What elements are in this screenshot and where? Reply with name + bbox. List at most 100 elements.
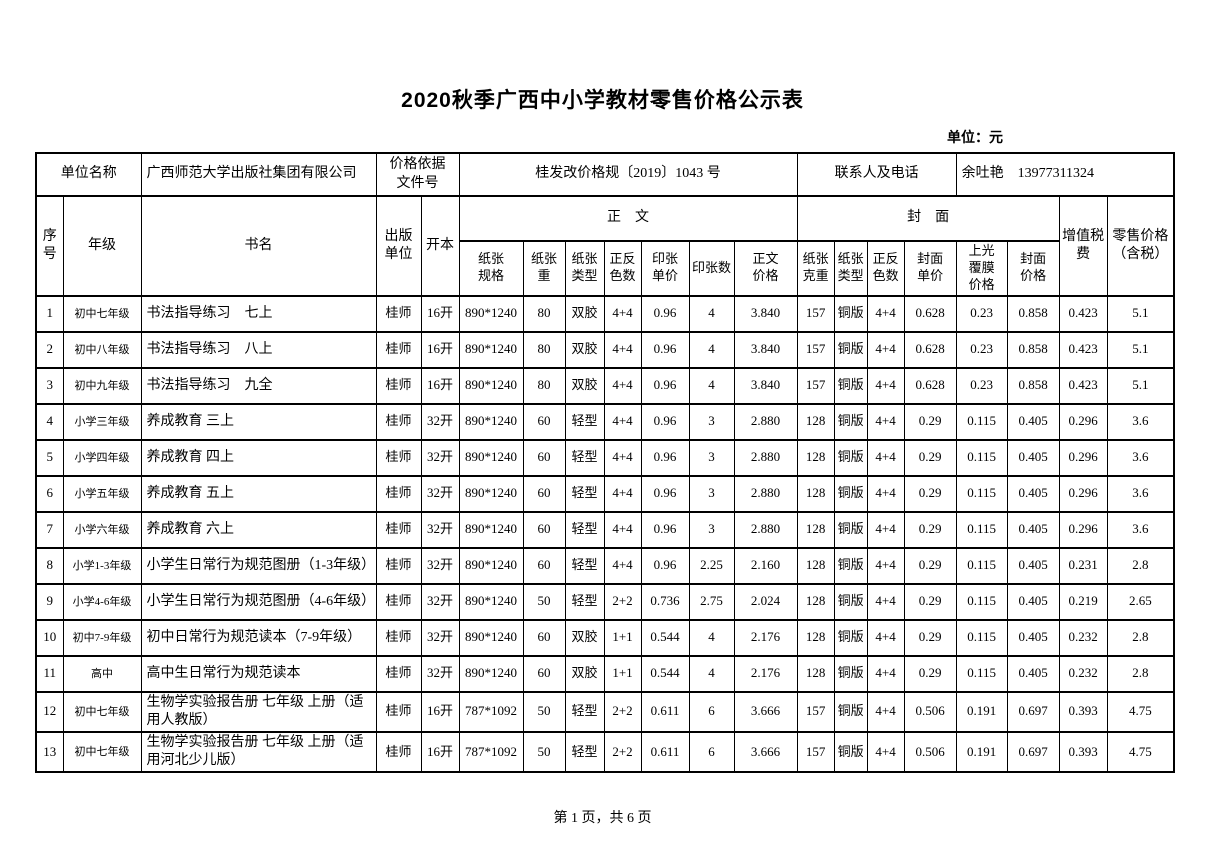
cell-grade: 小学五年级 [62,474,142,513]
cell-cover-type: 铜版 [833,438,868,477]
table-row: 7 小学六年级 养成教育 六上 桂师 32开 890*1240 60 轻型 4+4 0.96 3 2.… [35,510,1175,549]
cell-retail: 4.75 [1106,690,1175,734]
cell-book: 书法指导练习 八上 [140,330,377,369]
cell-paper-size: 890*1240 [458,474,524,513]
cell-publisher: 桂师 [375,366,422,405]
cell-body-price: 3.666 [733,731,798,774]
cell-grade: 小学1-3年级 [62,546,142,585]
cell-publisher: 桂师 [375,546,422,585]
cell-grade: 初中七年级 [62,731,142,774]
cell-seq: 8 [35,546,64,585]
cell-paper-size: 890*1240 [458,402,524,441]
table-row: 13 初中七年级 生物学实验报告册 七年级 上册（适用河北少儿版） 桂师 16开 787*… [35,731,1175,774]
cell-paper-type: 轻型 [564,438,605,477]
cell-cover-colors: 4+4 [866,546,905,585]
cell-colors: 1+1 [603,618,642,657]
cell-coating-price: 0.115 [955,582,1008,621]
cell-cover-weight: 128 [796,402,835,441]
cell-sheet-price: 0.96 [640,546,690,585]
cell-publisher: 桂师 [375,582,422,621]
cell-body-price: 3.840 [733,330,798,369]
cell-vat: 0.296 [1058,474,1108,513]
cell-cover-unit-price: 0.29 [903,546,957,585]
cell-grade: 小学三年级 [62,402,142,441]
cell-cover-type: 铜版 [833,618,868,657]
cell-cover-price: 0.405 [1006,474,1060,513]
cell-cover-unit-price: 0.29 [903,582,957,621]
col-header-book: 书名 [140,195,377,297]
cell-coating-price: 0.115 [955,618,1008,657]
cell-cover-type: 铜版 [833,330,868,369]
info-row: 单位名称 广西师范大学出版社集团有限公司 价格依据 文件号 桂发改价格规〔201… [35,152,1175,197]
header-group-row: 序 号 年级 书名 出版 单位 开本 正 文 封 面 增值税 费 零售价格 （含… [35,195,1175,297]
cell-paper-size: 890*1240 [458,546,524,585]
col-header-grade: 年级 [62,195,142,297]
cell-vat: 0.296 [1058,438,1108,477]
cell-cover-unit-price: 0.29 [903,510,957,549]
cell-seq: 13 [35,731,64,774]
cell-book: 书法指导练习 九全 [140,366,377,405]
cell-cover-type: 铜版 [833,582,868,621]
col-header-coating-price: 上光 覆膜 价格 [955,240,1008,297]
cell-body-price: 2.176 [733,654,798,693]
cell-cover-price: 0.697 [1006,690,1060,734]
cell-grade: 初中七年级 [62,690,142,734]
cell-paper-weight: 60 [522,618,566,657]
cell-cover-weight: 128 [796,438,835,477]
cell-sheets: 6 [688,731,735,774]
cell-retail: 5.1 [1106,294,1175,333]
cell-cover-unit-price: 0.29 [903,474,957,513]
cell-sheets: 4 [688,330,735,369]
cell-paper-weight: 80 [522,294,566,333]
cell-grade: 小学四年级 [62,438,142,477]
cell-cover-type: 铜版 [833,474,868,513]
cell-body-price: 2.880 [733,402,798,441]
cell-sheets: 3 [688,510,735,549]
col-header-retail: 零售价格 （含税） [1106,195,1175,297]
cell-cover-weight: 157 [796,294,835,333]
table-header: 单位名称 广西师范大学出版社集团有限公司 价格依据 文件号 桂发改价格规〔201… [35,152,1175,297]
cell-publisher: 桂师 [375,402,422,441]
cell-paper-type: 轻型 [564,546,605,585]
cell-format: 16开 [420,731,460,774]
cell-grade: 初中7-9年级 [62,618,142,657]
cell-cover-unit-price: 0.29 [903,654,957,693]
cell-paper-type: 轻型 [564,731,605,774]
cell-book: 养成教育 六上 [140,510,377,549]
cell-paper-weight: 50 [522,582,566,621]
cell-coating-price: 0.115 [955,654,1008,693]
cell-format: 32开 [420,510,460,549]
cell-paper-weight: 50 [522,690,566,734]
cell-seq: 5 [35,438,64,477]
cell-vat: 0.231 [1058,546,1108,585]
cell-cover-price: 0.405 [1006,582,1060,621]
cell-cover-price: 0.697 [1006,731,1060,774]
cell-colors: 2+2 [603,731,642,774]
cell-format: 32开 [420,474,460,513]
cell-paper-type: 轻型 [564,690,605,734]
col-group-body: 正 文 [458,195,798,242]
cell-sheet-price: 0.96 [640,294,690,333]
cell-paper-size: 890*1240 [458,510,524,549]
table-row: 6 小学五年级 养成教育 五上 桂师 32开 890*1240 60 轻型 4+4 0.96 3 2.… [35,474,1175,513]
col-header-cover-type: 纸张 类型 [833,240,868,297]
cell-coating-price: 0.191 [955,731,1008,774]
cell-paper-type: 轻型 [564,474,605,513]
cell-cover-weight: 157 [796,330,835,369]
cell-book: 小学生日常行为规范图册（4-6年级） [140,582,377,621]
cell-book: 养成教育 五上 [140,474,377,513]
cell-cover-unit-price: 0.506 [903,731,957,774]
cell-body-price: 3.840 [733,294,798,333]
cell-cover-price: 0.405 [1006,510,1060,549]
cell-cover-weight: 128 [796,546,835,585]
cell-sheet-price: 0.611 [640,731,690,774]
cell-coating-price: 0.191 [955,690,1008,734]
cell-coating-price: 0.115 [955,510,1008,549]
cell-body-price: 2.024 [733,582,798,621]
cell-format: 32开 [420,654,460,693]
cell-paper-type: 双胶 [564,294,605,333]
cell-sheet-price: 0.544 [640,618,690,657]
cell-cover-type: 铜版 [833,402,868,441]
cell-paper-weight: 60 [522,654,566,693]
